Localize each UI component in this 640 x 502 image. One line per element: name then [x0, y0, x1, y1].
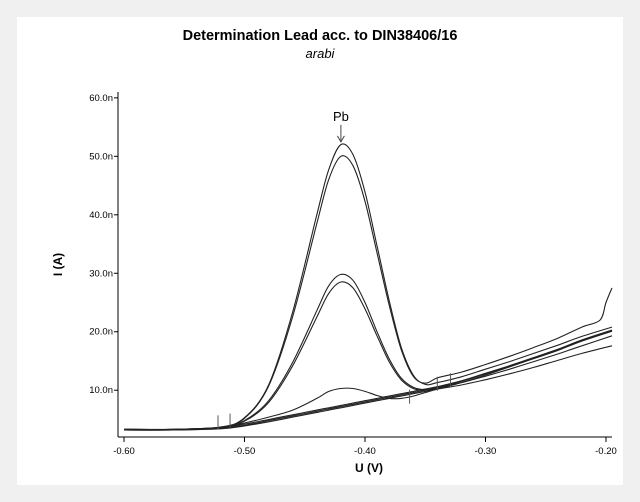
- curves-layer: [123, 143, 613, 431]
- chart-subtitle: arabi: [305, 46, 335, 61]
- curve-1: [123, 155, 613, 431]
- curve-8: [123, 345, 613, 431]
- x-tick-label: -0.60: [113, 446, 135, 457]
- x-axis-label: U (V): [355, 461, 383, 475]
- x-tick-label: -0.20: [595, 446, 617, 457]
- x-tick-label: -0.30: [475, 446, 497, 457]
- pb-annotation-arrow: [336, 124, 345, 143]
- ticks-layer: -0.60 -0.50 -0.40 -0.30 -0.20 10.0n 20.0n 30.0n…: [89, 93, 617, 457]
- y-axis-label: I (A): [51, 253, 65, 276]
- curve-6: [123, 330, 613, 431]
- y-tick-label: 60.0n: [89, 93, 113, 104]
- y-tick-label: 20.0n: [89, 327, 113, 338]
- pb-annotation-label: Pb: [333, 109, 349, 124]
- chart-title: Determination Lead acc. to DIN38406/16: [182, 28, 458, 44]
- y-tick-label: 30.0n: [89, 268, 113, 279]
- x-tick-label: -0.50: [234, 446, 256, 457]
- x-tick-label: -0.40: [354, 446, 376, 457]
- curve-7: [123, 335, 613, 431]
- y-tick-label: 50.0n: [89, 151, 113, 162]
- curve-2: [123, 143, 613, 431]
- peak-markers-layer: [217, 373, 452, 430]
- pb-arrow-head: [336, 135, 345, 143]
- y-tick-label: 40.0n: [89, 210, 113, 221]
- y-tick-label: 10.0n: [89, 385, 113, 396]
- axes-layer: [117, 92, 612, 438]
